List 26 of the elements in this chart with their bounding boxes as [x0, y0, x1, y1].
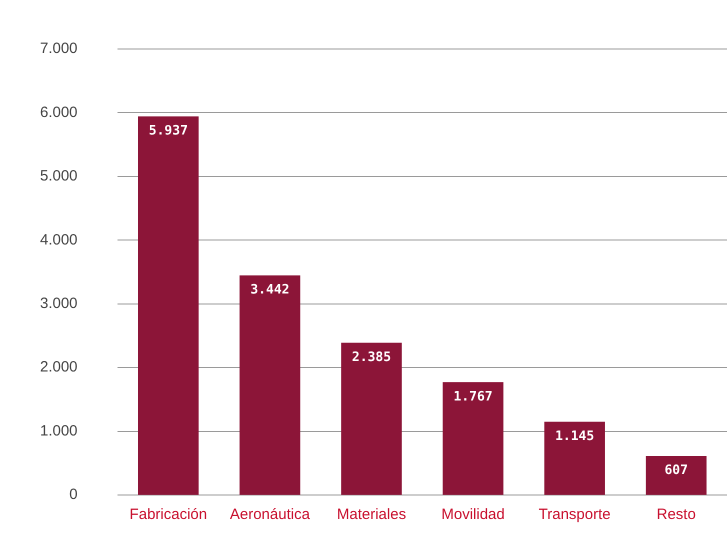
- data-label: 1.767: [453, 389, 493, 404]
- y-tick-label: 7.000: [40, 40, 78, 58]
- bar: [240, 275, 300, 495]
- x-tick-label: Fabricación: [130, 506, 208, 524]
- y-tick-label: 3.000: [40, 295, 78, 312]
- data-label: 5.937: [148, 124, 188, 139]
- y-tick-label: 6.000: [40, 104, 78, 121]
- x-tick-label: Resto: [656, 506, 696, 524]
- bar: [646, 456, 707, 495]
- x-tick-label: Transporte: [538, 506, 611, 524]
- y-tick-label: 1.000: [40, 422, 78, 440]
- x-tick-label: Materiales: [336, 506, 406, 524]
- data-label: 1.145: [555, 428, 594, 444]
- bar: [442, 382, 504, 495]
- data-label: 3.442: [250, 282, 290, 298]
- y-tick-label: 5.000: [40, 168, 78, 185]
- y-tick-label: 2.000: [40, 358, 78, 376]
- data-label: 2.385: [352, 350, 392, 365]
- x-tick-label: Movilidad: [441, 506, 505, 524]
- x-tick-label: Aeronáutica: [230, 506, 311, 524]
- bar: [138, 116, 199, 495]
- y-tick-label: 0: [69, 486, 78, 504]
- y-tick-label: 4.000: [40, 231, 78, 248]
- bar: [341, 342, 402, 495]
- bar: [544, 422, 605, 495]
- data-label: 607: [664, 463, 688, 478]
